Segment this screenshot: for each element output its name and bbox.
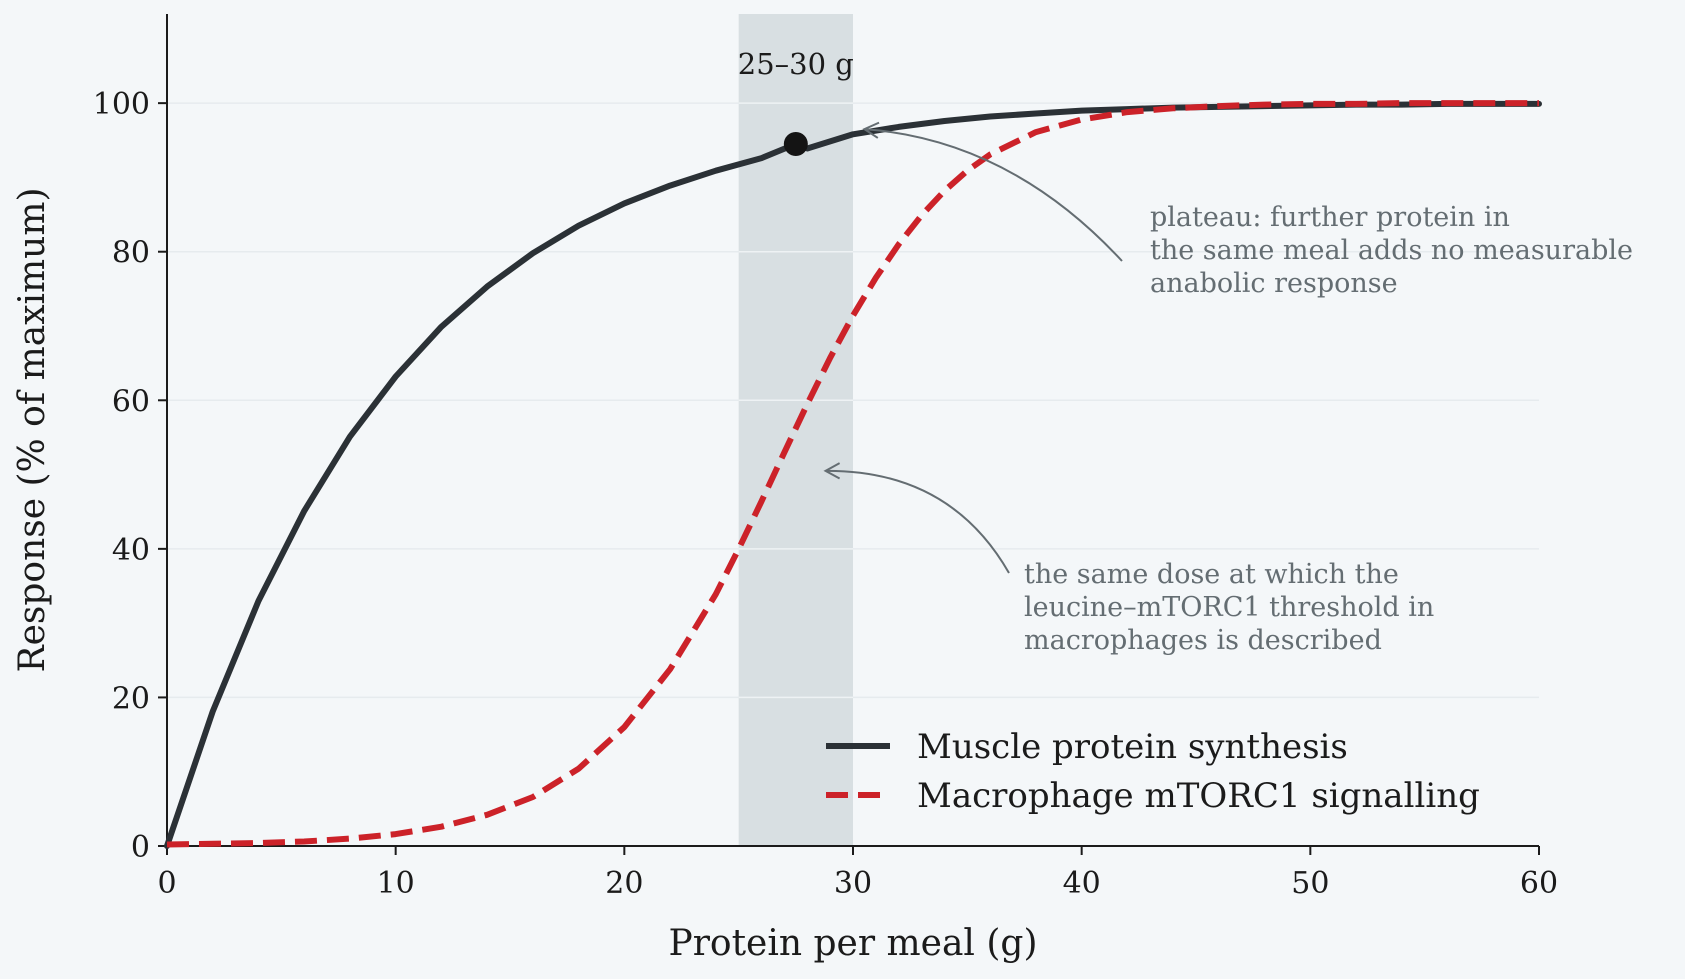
band-label: 25–30 g bbox=[738, 47, 854, 81]
annotation-arrow bbox=[864, 128, 1123, 262]
x-tick-label: 10 bbox=[377, 866, 415, 901]
series-line-2 bbox=[166, 100, 1539, 848]
y-tick-label: 80 bbox=[112, 236, 150, 271]
annotation-text-line: plateau: further protein in bbox=[1150, 202, 1510, 233]
series-lines bbox=[164, 100, 1542, 849]
axes: 0 10 20 30 40 50 60 0 20 40 60 80 100 Protein per mea… bbox=[12, 14, 1558, 964]
x-axis-title: Protein per meal (g) bbox=[668, 923, 1037, 964]
y-tick-label: 60 bbox=[112, 384, 150, 419]
y-tick-label: 100 bbox=[93, 87, 150, 122]
annotation-text-line: the same dose at which the bbox=[1024, 559, 1399, 590]
x-tick-label: 40 bbox=[1063, 866, 1101, 901]
y-axis-title: Response (% of maximum) bbox=[12, 187, 53, 672]
legend-item-1: Muscle protein synthesis bbox=[826, 727, 1348, 767]
highlight-point-marker bbox=[783, 132, 808, 156]
annotation-text-line: leucine–mTORC1 threshold in bbox=[1024, 592, 1434, 623]
annotation-text-line: the same meal adds no measurable bbox=[1150, 235, 1633, 266]
annotation-arrow bbox=[825, 469, 1010, 574]
x-tick-label: 30 bbox=[834, 866, 872, 901]
legend: Muscle protein synthesis Macrophage mTORC… bbox=[826, 727, 1480, 816]
x-tick-label: 0 bbox=[157, 866, 176, 901]
x-tick-label: 60 bbox=[1520, 866, 1558, 901]
x-tick-label: 20 bbox=[605, 866, 643, 901]
annotation-arrowhead bbox=[862, 121, 880, 139]
x-tick-label: 50 bbox=[1291, 866, 1329, 901]
y-tick-label: 0 bbox=[131, 830, 150, 865]
legend-label: Muscle protein synthesis bbox=[917, 727, 1348, 767]
annotation-text-line: macrophages is described bbox=[1024, 625, 1382, 656]
legend-item-2: Macrophage mTORC1 signalling bbox=[826, 776, 1480, 816]
legend-label: Macrophage mTORC1 signalling bbox=[917, 776, 1480, 816]
y-tick-label: 20 bbox=[112, 681, 150, 716]
y-tick-label: 40 bbox=[112, 533, 150, 568]
annotation-text-line: anabolic response bbox=[1150, 268, 1398, 299]
annotation-2: the same dose at which theleucine–mTORC1… bbox=[823, 462, 1434, 656]
annotation-arrowhead bbox=[823, 462, 841, 480]
